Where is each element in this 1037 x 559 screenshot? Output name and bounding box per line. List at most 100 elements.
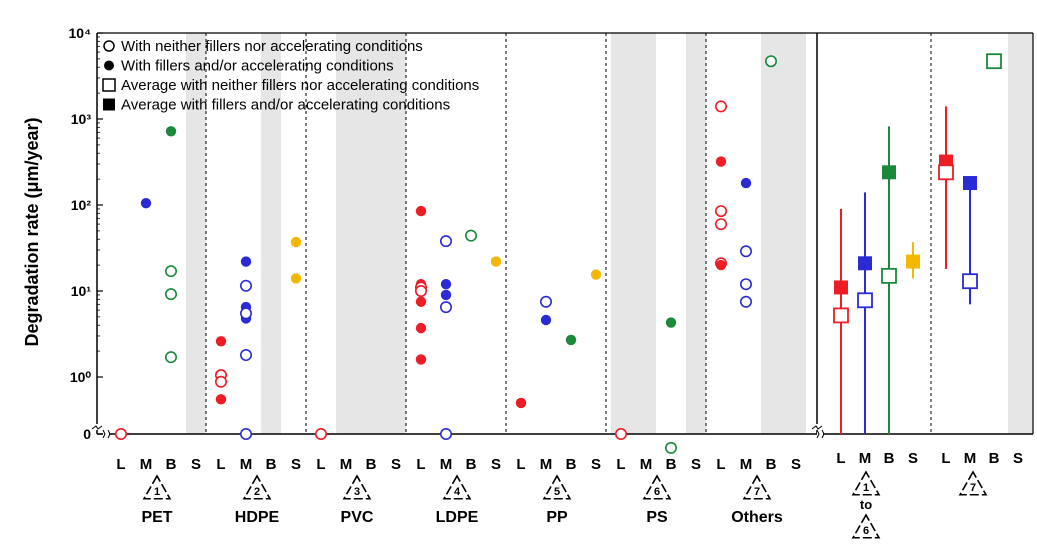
y-tick-label: 10² [71, 197, 92, 213]
group-label-others: Others [731, 509, 783, 526]
point-filled-M [440, 289, 452, 301]
point-open-L [714, 218, 727, 231]
missing-data-bands [186, 33, 1033, 434]
group-label-hdpe: HDPE [235, 509, 280, 526]
missing-band-pvc-M [336, 33, 356, 434]
x-tick-L: L [216, 456, 225, 473]
x-axis-break-right-gap [817, 430, 823, 438]
missing-band-gap [781, 33, 786, 434]
point-filled-S [590, 269, 602, 280]
legend-marker-open-square [102, 78, 116, 92]
x-tick-B: B [266, 456, 277, 473]
avg-x-tick-M: M [859, 450, 872, 467]
x-tick-S: S [391, 456, 401, 473]
recycling-code: 6 [863, 525, 869, 537]
avg-open-square-B [986, 53, 1002, 70]
x-tick-L: L [116, 456, 125, 473]
point-filled-S [290, 236, 302, 248]
point-open-B [764, 55, 777, 68]
legend: With neither fillers nor accelerating co… [102, 38, 479, 114]
x-tick-B: B [166, 456, 177, 473]
legend-label: Average with fillers and/or accelerating… [121, 97, 450, 114]
group-label-pvc: PVC [341, 509, 374, 526]
point-filled-M [140, 197, 152, 209]
point-filled-S [290, 273, 302, 284]
point-filled-M [540, 314, 552, 326]
x-tick-M: M [540, 456, 553, 473]
point-open-B [664, 441, 677, 454]
point-open-L [614, 427, 627, 440]
point-filled-B [665, 317, 677, 328]
x-tick-S: S [791, 456, 801, 473]
point-open-L [215, 375, 228, 388]
plot-frame [91, 32, 1034, 439]
recycling-arrow [442, 474, 472, 500]
recycling-code: 3 [354, 486, 360, 498]
point-filled-M [740, 177, 752, 189]
resin-code-6: 6 [642, 474, 672, 500]
resin-code-2: 2 [242, 474, 272, 500]
x-tick-S: S [591, 456, 601, 473]
recycling-arrow [851, 513, 881, 539]
resin-code-4: 4 [442, 474, 472, 500]
recycling-code: 7 [754, 486, 760, 498]
x-tick-B: B [666, 456, 677, 473]
point-filled-L [715, 259, 727, 271]
avg-open-square-M [962, 273, 978, 290]
point-open-L [414, 284, 427, 297]
legend-label: Average with neither fillers nor acceler… [121, 77, 479, 94]
y-axis-label: Degradation rate (μm/year) [22, 117, 42, 346]
x-tick-M: M [740, 456, 753, 473]
avg-resin-code-6: 6 [851, 513, 881, 539]
resin-code-1: 1 [142, 474, 172, 500]
avg-x-tick-S: S [908, 450, 918, 467]
point-open-M [439, 235, 452, 248]
x-tick-S: S [191, 456, 201, 473]
recycling-arrow [542, 474, 572, 500]
data-marks [115, 53, 1002, 454]
missing-band-gap [356, 33, 361, 434]
legend-marker-filled-square [103, 98, 115, 111]
recycling-arrow [642, 474, 672, 500]
recycling-arrow [142, 474, 172, 500]
point-open-M [240, 349, 253, 362]
point-filled-M [240, 256, 252, 267]
group-label-pp: PP [546, 509, 568, 526]
x-tick-M: M [140, 456, 153, 473]
avg-filled-square-M [963, 176, 977, 191]
x-tick-L: L [616, 456, 625, 473]
legend-label: With fillers and/or accelerating conditi… [121, 58, 394, 75]
point-open-M [439, 301, 452, 314]
recycling-code: 4 [454, 486, 461, 498]
group-label-ps: PS [646, 509, 668, 526]
legend-label: With neither fillers nor accelerating co… [121, 38, 423, 55]
recycling-code: 2 [254, 486, 260, 498]
point-open-M [739, 245, 752, 258]
recycling-code: 5 [554, 486, 560, 498]
missing-band-others-S [786, 33, 806, 434]
x-tick-B: B [566, 456, 577, 473]
x-tick-B: B [466, 456, 477, 473]
recycling-arrow [742, 474, 772, 500]
x-tick-B: B [766, 456, 777, 473]
avg-open-square-L [938, 164, 954, 181]
avg-open-square-L [833, 307, 849, 324]
point-open-L [714, 100, 727, 113]
missing-band-pvc-S [386, 33, 406, 434]
y-axis-break [91, 425, 103, 430]
avg-open-square-M [857, 292, 873, 309]
avg-x-tick-S: S [1013, 450, 1023, 467]
point-filled-L [415, 322, 427, 334]
avg-open-square-B [881, 267, 897, 284]
point-filled-L [415, 205, 427, 217]
avg-filled-square-L [834, 280, 848, 295]
axes: 0 10⁰ 10¹ 10² 10³ 10⁴ Degradation rate (μm/yea… [22, 25, 1023, 539]
recycling-arrow [242, 474, 272, 500]
avg-resin-to-label: to [860, 497, 872, 512]
recycling-code: 1 [863, 482, 869, 494]
point-open-M [240, 279, 253, 292]
missing-band-gap [381, 33, 386, 434]
point-filled-L [215, 336, 227, 347]
x-axis-break-right [816, 429, 825, 439]
